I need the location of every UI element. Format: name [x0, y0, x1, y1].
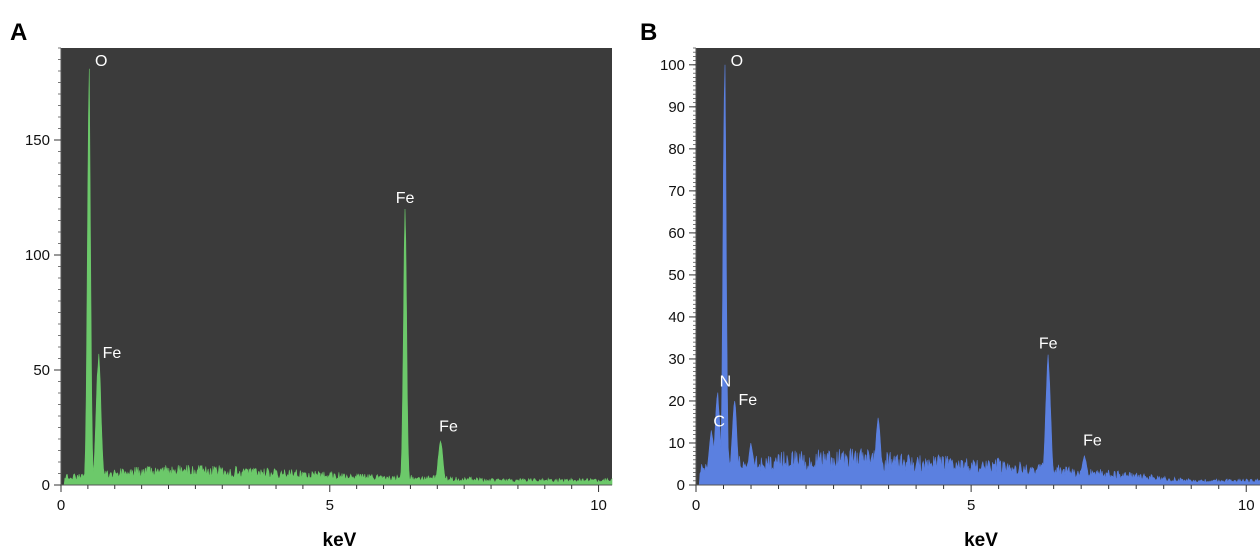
peak-label: Fe	[1039, 336, 1058, 353]
y-tick-label: 50	[668, 267, 685, 284]
y-tick-label: 50	[33, 362, 50, 379]
x-tick-label: 0	[692, 497, 700, 514]
x-axis-title: keV	[964, 530, 998, 550]
peak-label: Fe	[1083, 433, 1102, 450]
y-tick-label: 0	[42, 477, 50, 494]
x-tick-label: 5	[326, 497, 334, 514]
plot-area	[61, 48, 612, 485]
peak-label: O	[95, 53, 107, 70]
y-tick-label: 100	[660, 57, 685, 74]
y-tick-label: 90	[668, 99, 685, 116]
y-tick-label: 20	[668, 393, 685, 410]
peak-label: Fe	[439, 418, 458, 435]
x-tick-label: 10	[1238, 497, 1255, 514]
peak-label: Fe	[103, 345, 122, 362]
y-tick-label: 40	[668, 309, 685, 326]
peak-label: N	[720, 374, 732, 391]
panel-b: B C N O Fe Fe Fe 0 10 20 30 40 50 60 70 80 90 100 0 5 10 keV	[640, 19, 1260, 550]
y-tick-label: 10	[668, 435, 685, 452]
panel-label: A	[10, 19, 27, 46]
x-tick-label: 5	[967, 497, 975, 514]
panel-label: B	[640, 19, 657, 46]
peak-label: Fe	[739, 392, 758, 409]
peak-label: O	[731, 53, 743, 70]
y-tick-label: 80	[668, 141, 685, 158]
y-tick-label: 70	[668, 183, 685, 200]
x-axis-title: keV	[323, 530, 357, 550]
plot-area	[696, 48, 1260, 485]
y-tick-label: 150	[25, 132, 50, 149]
y-tick-label: 30	[668, 351, 685, 368]
panel-a: A O Fe Fe Fe 0 50 100 150 0 5 10 keV	[10, 19, 613, 550]
spectrum-series	[696, 64, 1260, 486]
y-tick-label: 60	[668, 225, 685, 242]
y-tick-label: 100	[25, 247, 50, 264]
spectrum-series	[61, 68, 613, 486]
x-tick-label: 10	[590, 497, 607, 514]
y-tick-label: 0	[677, 477, 685, 494]
peak-label: Fe	[396, 190, 415, 207]
x-tick-label: 0	[57, 497, 65, 514]
peak-label: C	[713, 413, 725, 430]
